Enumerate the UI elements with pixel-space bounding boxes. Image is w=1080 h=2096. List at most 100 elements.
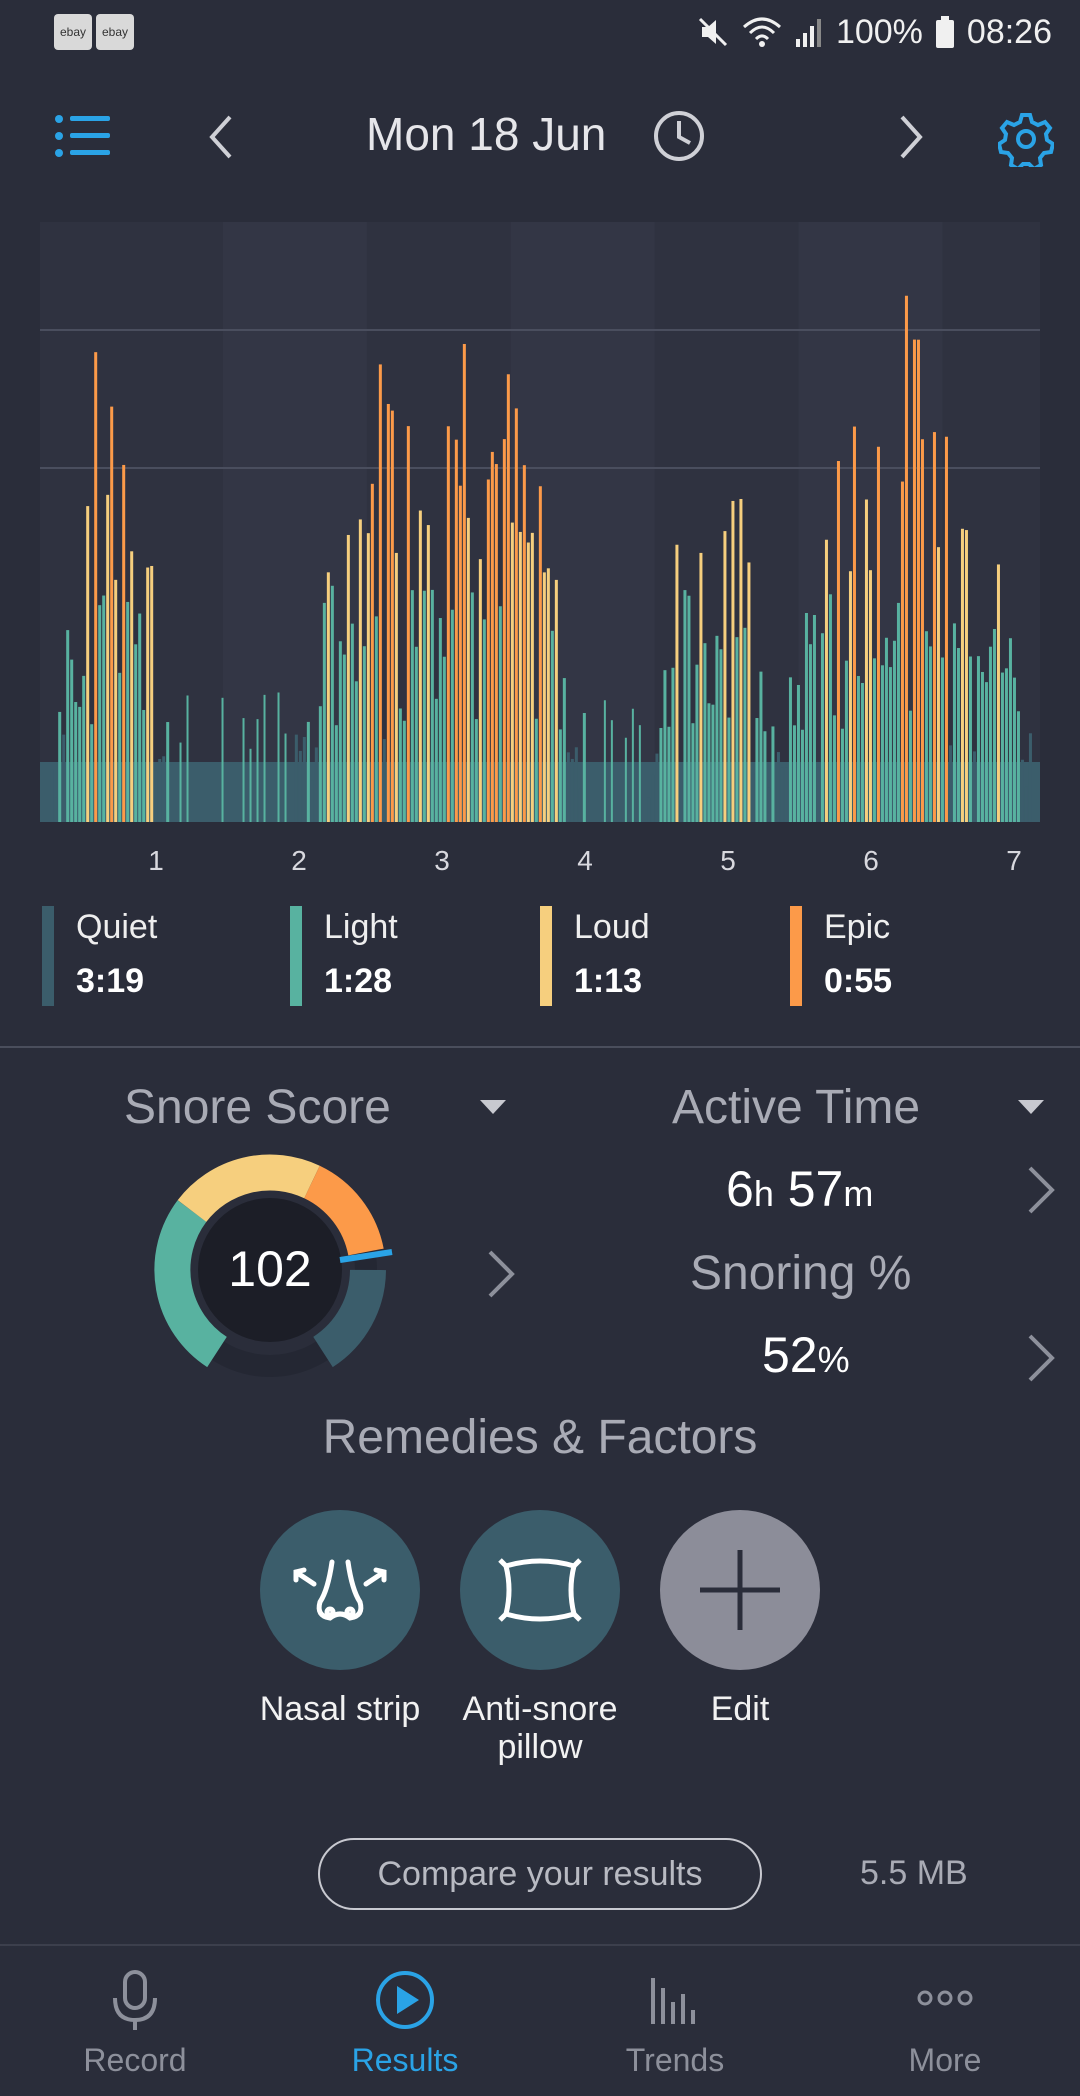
legend-value: 1:13: [574, 962, 643, 1000]
snore-bar: [743, 627, 747, 822]
snore-bar: [972, 751, 976, 822]
snore-bar: [166, 722, 170, 822]
chevron-left-icon[interactable]: [200, 107, 240, 167]
clock-icon[interactable]: [652, 109, 706, 163]
snore-bar: [610, 720, 613, 822]
status-indicators: 100% 08:26: [696, 13, 1052, 52]
snore-chart[interactable]: [40, 210, 1040, 830]
snore-bar: [410, 590, 414, 822]
snore-bar: [562, 678, 566, 822]
list-menu-icon[interactable]: [54, 113, 112, 159]
snore-bar: [179, 742, 182, 822]
snore-bar: [221, 697, 224, 822]
tab-more[interactable]: More: [810, 1946, 1080, 2096]
snore-bar: [804, 613, 808, 822]
legend-value: 1:28: [324, 962, 393, 1000]
snore-bar: [554, 579, 558, 822]
snore-bar: [110, 406, 114, 822]
wifi-icon: [742, 15, 782, 49]
snore-bar: [667, 726, 671, 822]
snore-bar: [434, 698, 438, 822]
legend-name: Epic: [824, 908, 891, 946]
snore-bar: [715, 635, 719, 822]
snore-bar: [1028, 733, 1032, 822]
microphone-icon: [113, 1970, 157, 2030]
chevron-right-icon[interactable]: [484, 1246, 520, 1302]
snore-bar: [263, 694, 266, 822]
snore-bar: [346, 534, 350, 822]
snore-bar: [872, 658, 876, 822]
page-title[interactable]: Mon 18 Jun: [366, 108, 607, 160]
active-time-value: 6h 57m: [726, 1161, 874, 1217]
chevron-right-icon[interactable]: [1024, 1330, 1060, 1386]
snore-bar: [486, 479, 490, 822]
snore-bar: [98, 605, 102, 822]
snore-bar: [755, 718, 759, 822]
snore-bar: [62, 734, 66, 822]
snore-bar: [928, 646, 932, 822]
snore-bar: [703, 643, 707, 822]
pillow-icon: [498, 1558, 582, 1622]
nasal-strip-button[interactable]: [260, 1510, 420, 1670]
chevron-down-icon[interactable]: [1016, 1098, 1046, 1118]
snore-bar: [438, 618, 442, 822]
remedy-label: Nasal strip: [259, 1690, 421, 1728]
chart-legend: Quiet 3:19 Light 1:28 Loud 1:13 Epic 0:5…: [0, 900, 1080, 1010]
remedy-label: Edit: [710, 1690, 770, 1728]
chevron-right-icon[interactable]: [892, 107, 932, 167]
snore-bar: [763, 731, 767, 822]
snore-bar: [150, 565, 154, 822]
remedy-label: Anti-snore pillow: [462, 1690, 618, 1766]
chevron-down-icon[interactable]: [478, 1098, 508, 1118]
snore-bar: [242, 718, 245, 822]
snore-bar: [74, 702, 78, 822]
snore-bar: [739, 498, 743, 822]
snore-bar: [78, 706, 82, 822]
snore-bar: [1016, 711, 1020, 822]
snore-bar: [558, 729, 562, 822]
snore-bar: [158, 758, 162, 822]
tab-record[interactable]: Record: [0, 1946, 270, 2096]
x-axis: 1 2 3 4 5 6 7: [0, 845, 1080, 885]
snore-bar: [1008, 638, 1012, 822]
snore-bar: [94, 352, 98, 822]
snore-bar: [792, 725, 796, 822]
snore-bar: [338, 641, 342, 822]
legend-value: 3:19: [76, 962, 145, 1000]
snore-bar: [856, 676, 860, 822]
snore-bar: [186, 695, 189, 822]
tab-results[interactable]: Results: [270, 1946, 540, 2096]
snore-bar: [808, 644, 812, 822]
snore-score-label[interactable]: Snore Score: [124, 1081, 391, 1134]
bottom-nav: Record Results Trends More: [0, 1944, 1080, 2094]
snore-bar: [940, 657, 944, 822]
snore-bar: [976, 656, 980, 822]
legend-name: Loud: [574, 908, 650, 946]
snore-bar: [318, 706, 322, 822]
snore-score-gauge[interactable]: [140, 1140, 400, 1400]
snore-bar: [138, 613, 142, 822]
snore-bar: [896, 602, 900, 822]
snore-bar: [582, 713, 586, 822]
compare-results-button[interactable]: Compare your results: [318, 1838, 762, 1910]
snore-bar: [374, 616, 378, 822]
nav-label: More: [908, 2042, 982, 2078]
more-dots-icon: [917, 1990, 973, 2006]
edit-remedies-button[interactable]: [660, 1510, 820, 1670]
snore-bar: [731, 500, 735, 822]
snore-bar: [466, 517, 470, 822]
snore-bar: [126, 601, 130, 822]
status-bar: ebay ebay 100% 08:26: [0, 0, 1080, 64]
snore-bar: [358, 519, 362, 822]
tab-trends[interactable]: Trends: [540, 1946, 810, 2096]
snore-bar: [106, 494, 110, 822]
x-tick-label: 2: [291, 845, 307, 876]
anti-snore-pillow-button[interactable]: [460, 1510, 620, 1670]
active-time-label[interactable]: Active Time: [672, 1081, 921, 1134]
snore-bar: [816, 767, 820, 822]
snore-bar: [370, 483, 374, 822]
chevron-right-icon[interactable]: [1024, 1162, 1060, 1218]
snore-bar: [378, 364, 382, 822]
snore-bar: [294, 734, 298, 822]
gear-icon[interactable]: [996, 111, 1056, 172]
